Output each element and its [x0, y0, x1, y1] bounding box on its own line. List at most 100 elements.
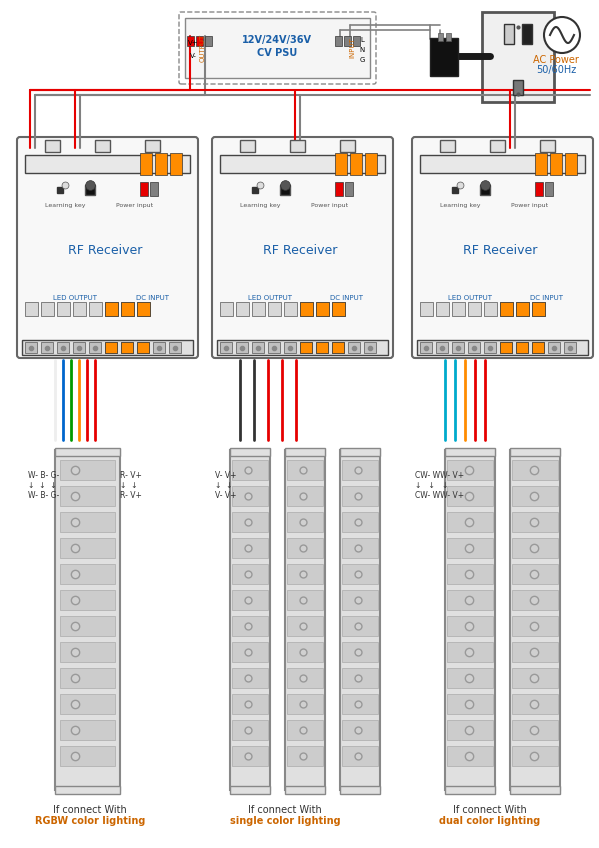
Bar	[60, 486, 115, 506]
Bar	[284, 302, 297, 316]
Bar	[342, 538, 378, 558]
Bar	[340, 140, 355, 152]
Bar	[452, 302, 465, 316]
Bar	[232, 616, 268, 636]
Bar	[287, 460, 323, 480]
Bar	[232, 460, 268, 480]
Text: If connect With: If connect With	[248, 805, 322, 815]
Bar	[512, 590, 558, 610]
Text: Power input: Power input	[311, 203, 349, 208]
Bar	[232, 564, 268, 584]
Bar	[89, 342, 101, 353]
Bar	[484, 302, 497, 316]
Text: AC Power: AC Power	[533, 55, 579, 65]
Bar	[332, 342, 344, 353]
Bar	[137, 302, 150, 316]
Text: RGBW color lighting: RGBW color lighting	[35, 816, 145, 826]
Bar	[284, 342, 296, 353]
Bar	[436, 342, 448, 353]
Bar	[105, 342, 117, 353]
Bar	[353, 36, 360, 46]
Bar	[532, 302, 545, 316]
Text: INPUT: INPUT	[349, 37, 355, 59]
Bar	[232, 694, 268, 714]
Bar	[252, 302, 265, 316]
Bar	[232, 486, 268, 506]
Text: If connect With: If connect With	[453, 805, 527, 815]
Bar	[512, 694, 558, 714]
Bar	[140, 182, 148, 196]
Bar	[447, 590, 493, 610]
Bar	[73, 302, 86, 316]
Text: V- V+: V- V+	[215, 490, 237, 499]
Bar	[512, 668, 558, 688]
Text: V-: V-	[189, 53, 196, 59]
Bar	[342, 746, 378, 766]
FancyBboxPatch shape	[17, 137, 198, 358]
Bar	[532, 342, 544, 353]
Text: 50/60Hz: 50/60Hz	[536, 65, 576, 75]
Bar	[447, 512, 493, 532]
Bar	[150, 182, 158, 196]
Text: V- V+: V- V+	[215, 471, 237, 479]
Bar	[513, 80, 523, 95]
Text: ↓  ↓: ↓ ↓	[120, 481, 138, 489]
Bar	[232, 668, 268, 688]
Bar	[335, 153, 347, 175]
Bar	[316, 342, 328, 353]
Bar	[510, 448, 560, 456]
Text: ↓   ↓   ↓: ↓ ↓ ↓	[415, 481, 449, 489]
Bar	[484, 342, 496, 353]
Bar	[482, 12, 554, 102]
Bar	[447, 460, 493, 480]
Bar	[344, 36, 351, 46]
Bar	[287, 746, 323, 766]
Bar	[512, 616, 558, 636]
Text: single color lighting: single color lighting	[229, 816, 340, 826]
Bar	[169, 342, 181, 353]
Bar	[535, 182, 543, 196]
Bar	[342, 642, 378, 662]
Bar	[232, 512, 268, 532]
Bar	[89, 302, 102, 316]
Circle shape	[544, 17, 580, 53]
Bar	[268, 302, 281, 316]
Bar	[452, 342, 464, 353]
Text: R- V+: R- V+	[120, 490, 142, 499]
Bar	[512, 538, 558, 558]
Bar	[196, 36, 203, 46]
Bar	[342, 720, 378, 740]
Bar	[232, 746, 268, 766]
Bar	[60, 564, 115, 584]
Bar	[565, 153, 577, 175]
Bar	[420, 302, 433, 316]
Bar	[447, 486, 493, 506]
Bar	[522, 24, 532, 44]
Bar	[187, 36, 194, 46]
Bar	[230, 450, 270, 790]
Bar	[60, 512, 115, 532]
Bar	[430, 38, 458, 76]
Bar	[268, 342, 280, 353]
Bar	[516, 302, 529, 316]
Bar	[57, 342, 69, 353]
Bar	[300, 342, 312, 353]
Bar	[137, 302, 150, 316]
Bar	[500, 302, 513, 316]
Bar	[60, 538, 115, 558]
Bar	[342, 512, 378, 532]
Bar	[342, 668, 378, 688]
Text: RF Receiver: RF Receiver	[463, 243, 537, 256]
Bar	[60, 746, 115, 766]
Bar	[25, 342, 37, 353]
Bar	[236, 302, 249, 316]
FancyBboxPatch shape	[412, 137, 593, 358]
Bar	[145, 140, 160, 152]
Bar	[232, 538, 268, 558]
Text: Power input: Power input	[512, 203, 549, 208]
Bar	[45, 140, 60, 152]
Bar	[60, 642, 115, 662]
Bar	[512, 564, 558, 584]
Bar	[55, 448, 120, 456]
Text: ↓  ↓  ↓: ↓ ↓ ↓	[28, 481, 57, 489]
